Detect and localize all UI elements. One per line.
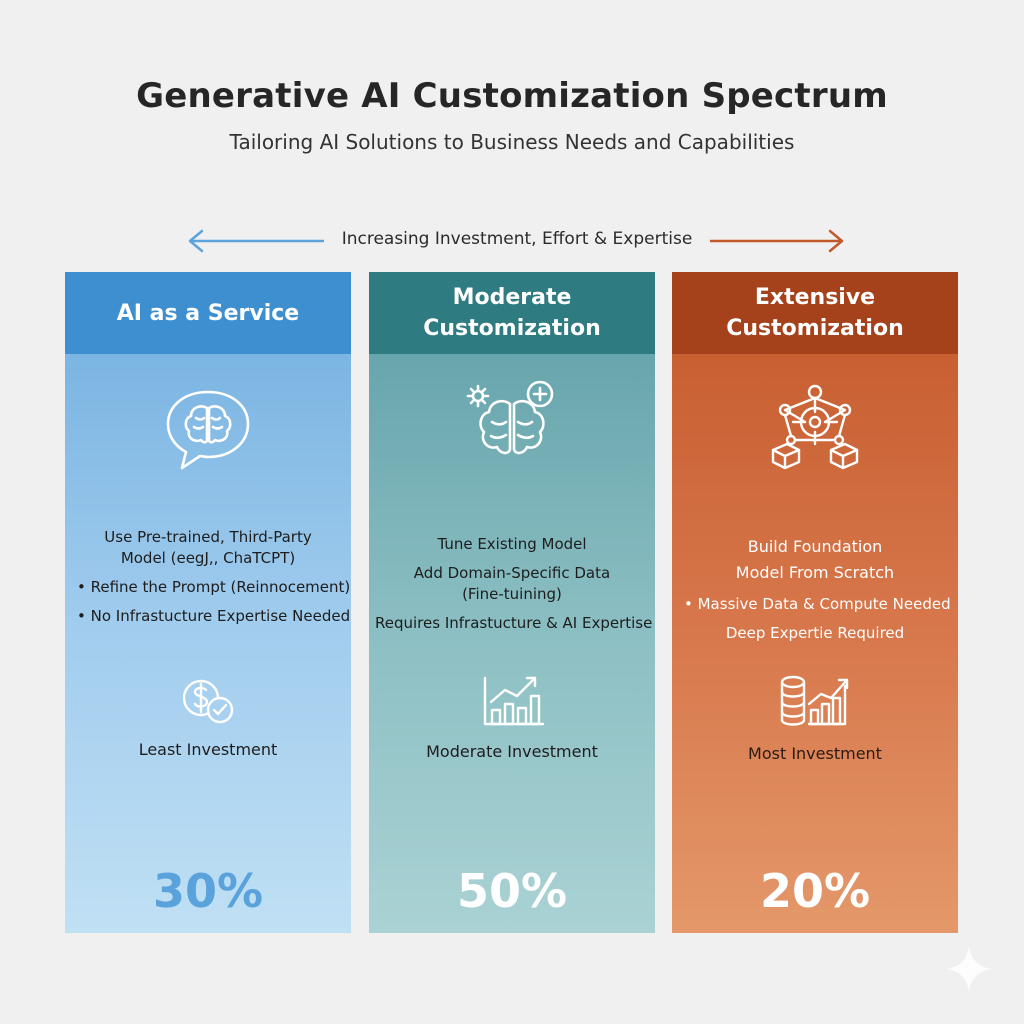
detail-line: Add Domain-Specific Data (Fine-tuining) [413,564,611,603]
detail-line: Requires Infrastucture & AI Expertise [375,614,653,632]
detail-line: Use Pre-trained, Third-Party Model (eegJ… [104,528,312,567]
panel-title: Moderate Customization [369,272,655,354]
detail-line: • No Infrastucture Expertise Needed [77,607,351,625]
panel-details: Tune Existing Model Add Domain-Specific … [375,534,653,642]
detail-line: Build Foundation Model From Scratch [735,537,895,582]
panel-ai-as-a-service: AI as a Service Use Pre-trained, Third-P… [65,272,351,933]
arrow-left-icon [188,229,324,253]
axis-label: Increasing Investment, Effort & Expertis… [341,229,693,249]
investment-label: Most Investment [748,744,882,763]
panel-title: AI as a Service [65,272,351,354]
panel-extensive-customization: Extensive Customization Build Foundation… [672,272,958,933]
percent-value: 30% [152,864,264,918]
panel-details: Use Pre-trained, Third-Party Model (eegJ… [71,527,351,635]
detail-line: • Refine the Prompt (Reinnocement) [77,578,351,596]
investment-label: Moderate Investment [426,742,598,761]
investment-axis: Increasing Investment, Effort & Expertis… [0,226,1024,256]
bar-chart-growth-icon [483,676,545,726]
percent-value: 20% [759,864,871,918]
network-target-icon [771,384,859,470]
page-subtitle: Tailoring AI Solutions to Business Needs… [229,130,795,154]
database-growth-icon [780,675,849,726]
detail-line: Tune Existing Model [437,535,587,553]
detail-line: • Massive Data & Compute Needed [684,595,951,613]
panel-moderate-customization: Moderate Customization Tune Existing Mod… [369,272,655,933]
arrow-right-icon [710,229,844,253]
detail-line: Deep Expertie Required [725,624,905,642]
brain-chat-bubble-icon [166,390,250,470]
percent-value: 50% [456,864,568,918]
panel-details: Build Foundation Model From Scratch • Ma… [678,534,952,652]
investment-label: Least Investment [138,740,278,759]
panel-title: Extensive Customization [672,272,958,354]
brain-gear-plus-icon [466,380,554,455]
sparkle-icon [946,946,992,992]
page-title: Generative AI Customization Spectrum [136,76,888,116]
dollar-check-icon [182,679,234,724]
